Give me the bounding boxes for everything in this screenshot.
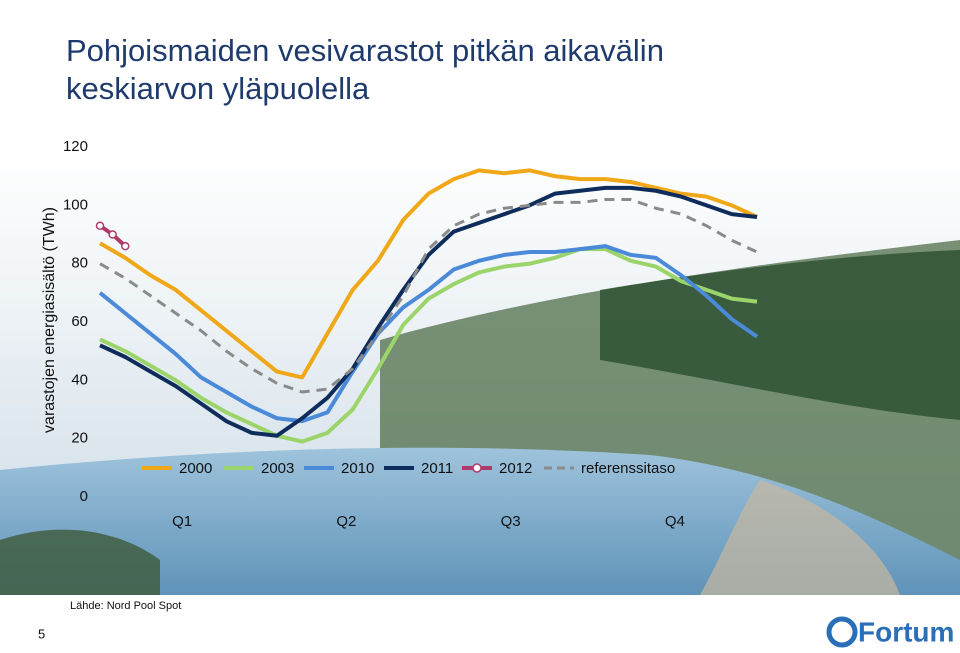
y-tick-label: 40 [71,371,88,388]
legend-marker [472,463,482,473]
y-tick-label: 120 [63,138,88,155]
y-axis-label: varastojen energiasisältö (TWh) [41,207,58,433]
background-photo [0,150,960,595]
series-marker [121,241,130,251]
series-line [99,185,758,438]
x-tick-label: Q3 [501,513,521,530]
legend-label: referenssitaso [581,460,675,477]
x-tick-label: Q2 [336,513,356,530]
x-tick-label: Q1 [172,513,192,530]
series-marker [95,221,105,230]
legend-label: 2012 [499,460,532,477]
series-line [99,168,758,380]
y-tick-label: 20 [71,430,88,447]
logo-icon [826,616,858,648]
y-tick-label: 60 [71,313,88,330]
legend-label: 2000 [179,460,212,477]
source: Lähde: Nord Pool Spot [70,600,181,612]
series-line [98,244,759,424]
logo: Fortum [858,616,954,647]
y-tick-label: 80 [71,255,88,272]
x-tick-label: Q4 [665,513,685,530]
series-marker [108,230,117,239]
legend-label: 2003 [261,460,294,477]
legend-label: 2011 [421,460,453,477]
y-tick-label: 100 [63,196,88,213]
legend-label: 2010 [341,460,374,477]
y-tick-label: 0 [80,488,88,505]
page-number: 5 [38,626,45,641]
title: Pohjoismaiden vesivarastot pitkän aikavä… [66,33,664,106]
series-line [99,247,758,444]
